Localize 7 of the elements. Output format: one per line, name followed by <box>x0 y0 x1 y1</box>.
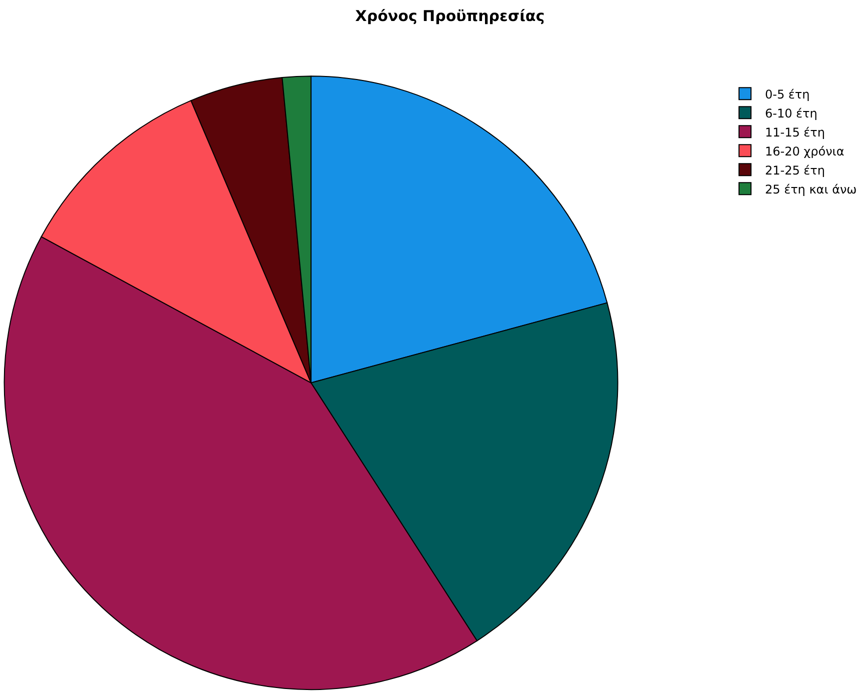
legend-label: 0-5 έτη <box>765 87 810 102</box>
legend-label: 25 έτη και άνω <box>765 182 857 196</box>
legend-label: 11-15 έτη <box>765 125 825 140</box>
chart-title: Χρόνος Προϋπηρεσίας <box>355 6 545 25</box>
legend-label: 6-10 έτη <box>765 106 818 120</box>
legend-label: 16-20 χρόνια <box>765 144 844 158</box>
legend-label: 21-25 έτη <box>765 163 825 178</box>
